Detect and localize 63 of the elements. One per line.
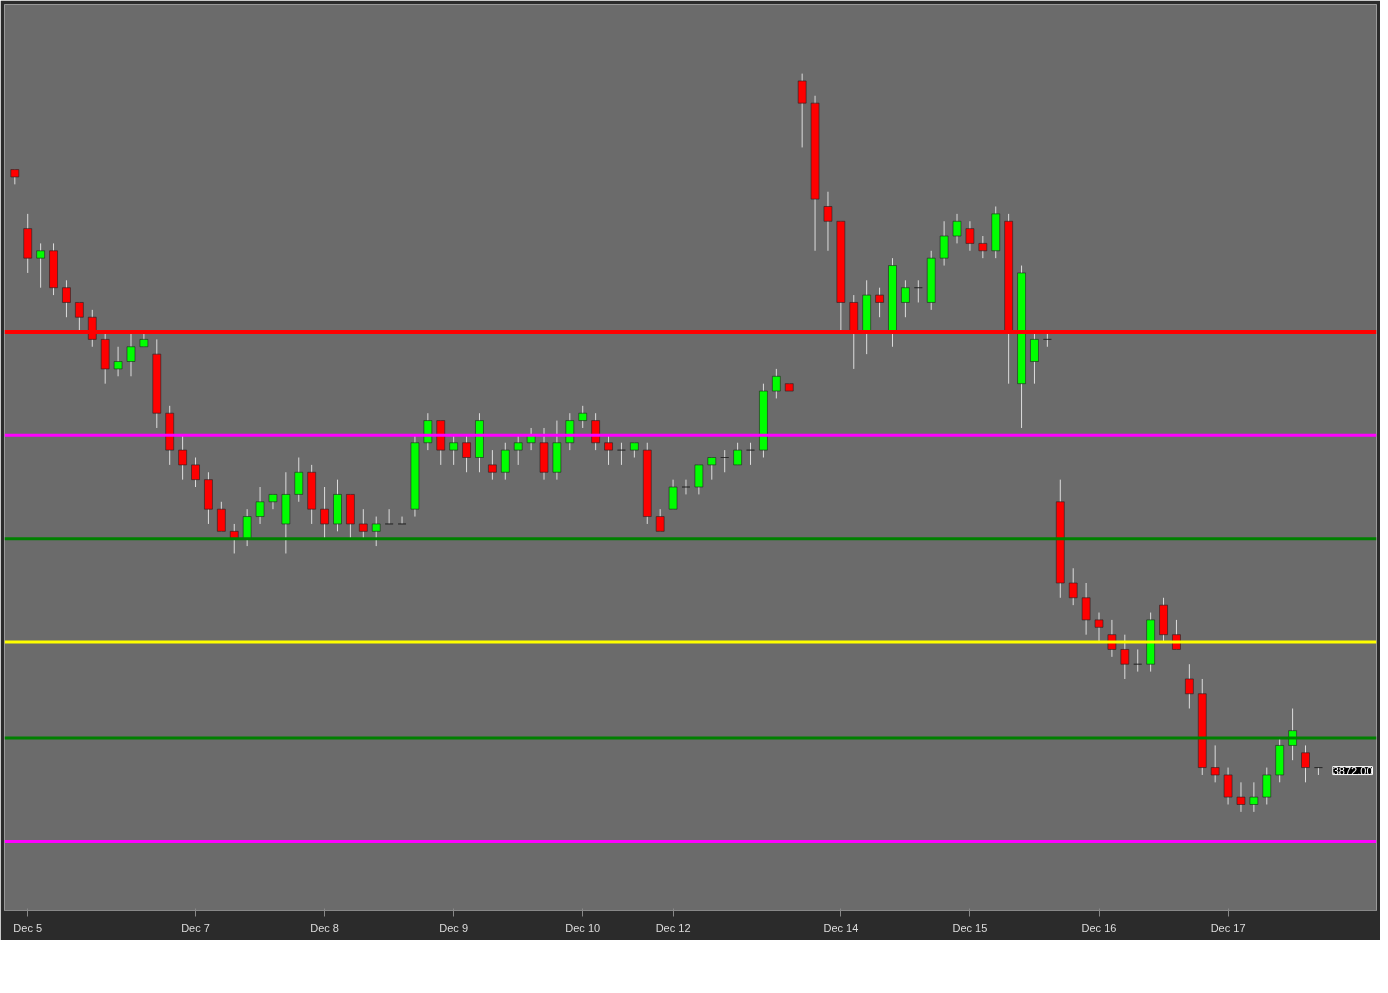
candlestick	[875, 287, 884, 318]
candlestick	[1262, 767, 1272, 805]
candlestick	[397, 516, 407, 525]
candlestick	[36, 242, 45, 289]
candlestick	[488, 449, 497, 481]
candlestick	[449, 434, 458, 466]
x-tick-label: Dec 10	[565, 921, 601, 934]
x-tick-label: Dec 9	[439, 921, 469, 934]
candlestick	[1120, 634, 1130, 680]
candlestick	[1068, 567, 1078, 606]
candlestick	[952, 213, 962, 244]
candlestick	[797, 73, 807, 148]
x-tick-label: Dec 8	[310, 921, 339, 934]
candlestick	[733, 442, 742, 466]
candlestick	[694, 464, 704, 495]
candlestick	[1030, 331, 1039, 385]
x-tick-label: Dec 12	[655, 921, 691, 934]
candlestick	[178, 434, 187, 481]
candlestick	[668, 479, 678, 510]
candlestick	[320, 486, 329, 540]
candlestick	[1223, 767, 1233, 805]
candlestick	[823, 191, 833, 252]
candlestick	[113, 346, 123, 377]
candlestick	[939, 220, 949, 267]
x-tick-label: Dec 15	[952, 921, 988, 934]
candlestick	[1094, 612, 1104, 643]
candlestick	[1185, 663, 1194, 710]
candlestick	[384, 508, 394, 525]
candlestick	[1210, 744, 1220, 783]
candlestick	[62, 279, 71, 318]
candlestick	[500, 442, 510, 481]
candlestick	[901, 279, 910, 318]
candlestick	[1249, 781, 1259, 813]
candlestick	[978, 235, 988, 259]
candlestick	[707, 457, 717, 481]
candlestick	[255, 486, 265, 525]
candlestick	[359, 508, 368, 540]
candlestick	[1301, 744, 1310, 783]
candlestick	[578, 405, 588, 429]
candlestick	[965, 220, 975, 252]
candlestick	[772, 368, 781, 399]
candlestick	[1081, 582, 1091, 636]
x-tick-label: Dec 7	[181, 921, 210, 934]
candlestick	[681, 479, 691, 495]
x-tick-label: Dec 17	[1210, 921, 1246, 934]
candlestick	[655, 508, 665, 532]
candlestick	[746, 442, 755, 466]
candlestick	[1236, 781, 1246, 813]
candlestick	[604, 434, 613, 466]
candlestick	[268, 493, 278, 510]
text: 3872.00	[1332, 764, 1373, 777]
x-tick-label: Dec 14	[823, 921, 859, 934]
candlestick	[513, 434, 523, 466]
candlestick	[462, 434, 471, 473]
candlestick	[371, 516, 381, 547]
candlestick	[191, 457, 200, 488]
candlestick	[294, 457, 304, 503]
x-tick-label: Dec 16	[1081, 921, 1117, 934]
x-tick-label: Dec 5	[13, 921, 43, 934]
candlestick	[242, 508, 252, 547]
candlestick	[617, 442, 626, 466]
candlestick	[126, 331, 136, 377]
candlestick	[217, 501, 226, 532]
